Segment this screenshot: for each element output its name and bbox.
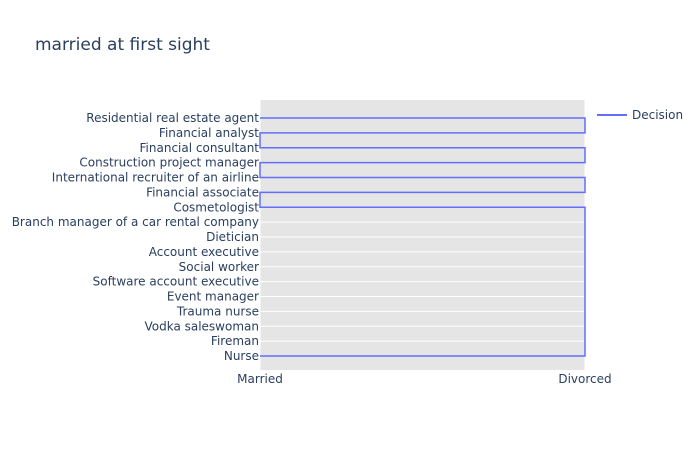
y-tick-label: Residential real estate agent: [86, 111, 259, 125]
y-tick-label: Dietician: [206, 230, 259, 244]
y-tick-label: Financial associate: [146, 185, 259, 199]
y-tick-label: Software account executive: [93, 275, 259, 289]
y-tick-label: Trauma nurse: [176, 304, 259, 318]
y-tick-label: Construction project manager: [79, 156, 259, 170]
x-tick-label: Divorced: [558, 372, 611, 386]
y-tick-label: Cosmetologist: [173, 200, 259, 214]
series-line-0: [259, 117, 586, 357]
x-tick-label: Married: [237, 372, 283, 386]
legend-label: Decision: [632, 108, 683, 122]
y-tick-label: Nurse: [224, 349, 259, 363]
y-tick-label: Event manager: [167, 290, 259, 304]
y-tick-label: Financial analyst: [159, 126, 259, 140]
legend-item[interactable]: Decision: [597, 108, 683, 122]
plot-area: [260, 100, 585, 370]
y-tick-label: International recruiter of an airline: [52, 171, 259, 185]
y-tick-label: Fireman: [211, 334, 259, 348]
legend[interactable]: Decision: [597, 108, 683, 122]
series-lines: [259, 117, 586, 357]
y-tick-label: Vodka saleswoman: [144, 319, 259, 333]
y-tick-label: Social worker: [179, 260, 259, 274]
y-tick-label: Account executive: [149, 245, 259, 259]
x-axis-tick-labels: Married Divorced: [237, 372, 612, 386]
chart-title: married at first sight: [35, 35, 210, 55]
y-tick-label: Financial consultant: [140, 141, 260, 155]
y-tick-label: Branch manager of a car rental company: [12, 215, 259, 229]
